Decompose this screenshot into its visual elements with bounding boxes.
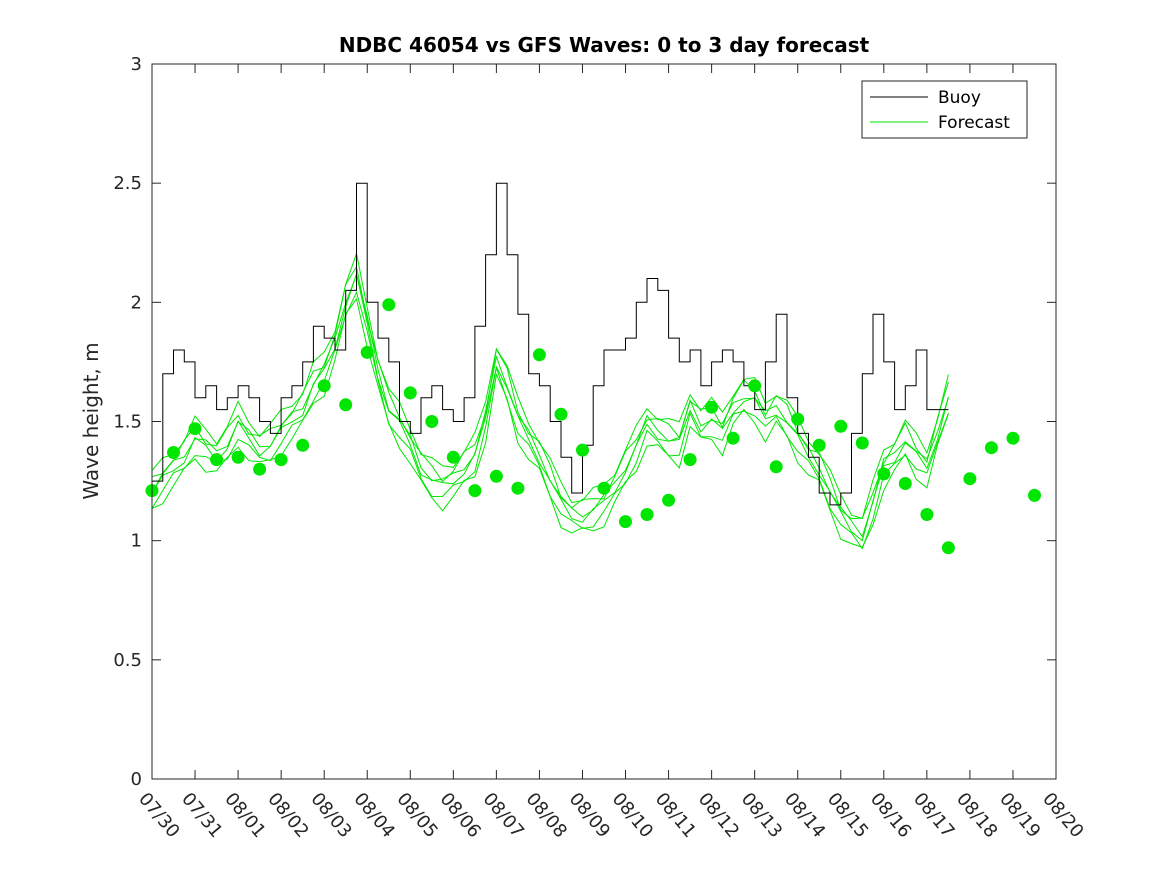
x-tick-label: 08/06 bbox=[436, 789, 485, 842]
buoy-line-group bbox=[152, 182, 949, 506]
forecast-dot bbox=[339, 398, 353, 412]
forecast-dot bbox=[511, 481, 525, 495]
forecast-dot bbox=[576, 443, 589, 457]
legend-box bbox=[861, 80, 1028, 139]
x-tick-label: 08/13 bbox=[737, 789, 786, 842]
chart-title: NDBC 46054 vs GFS Waves: 0 to 3 day fore… bbox=[339, 33, 870, 57]
forecast-dot bbox=[274, 453, 288, 467]
y-tick-label: 1 bbox=[131, 531, 142, 552]
y-tick-label: 0 bbox=[131, 769, 142, 790]
forecast-line-5 bbox=[151, 297, 949, 548]
forecast-dot bbox=[554, 407, 568, 421]
forecast-dots bbox=[145, 298, 1041, 555]
y-axis-label: Wave height, m bbox=[79, 342, 103, 499]
x-tick-label: 08/07 bbox=[479, 789, 528, 842]
forecast-dot bbox=[726, 431, 740, 445]
forecast-dot bbox=[855, 436, 869, 450]
plot-area bbox=[152, 64, 1056, 779]
legend-forecast-label: Forecast bbox=[938, 113, 1010, 133]
forecast-dot bbox=[963, 472, 977, 486]
forecast-line-6 bbox=[151, 273, 949, 538]
forecast-dot bbox=[446, 450, 460, 464]
x-tick-label: 08/05 bbox=[392, 789, 441, 842]
forecast-dot bbox=[920, 508, 934, 521]
forecast-dot bbox=[468, 484, 482, 498]
forecast-dot bbox=[317, 379, 331, 393]
forecast-dot bbox=[619, 515, 632, 529]
x-tick-label: 08/19 bbox=[995, 789, 1044, 842]
forecast-dot bbox=[748, 379, 762, 393]
x-tick-label: 08/02 bbox=[263, 789, 312, 842]
x-tick-label: 08/20 bbox=[1038, 789, 1087, 842]
x-tick-label: 08/16 bbox=[866, 789, 915, 842]
forecast-dot bbox=[360, 345, 374, 359]
forecast-dot bbox=[941, 541, 955, 555]
x-tick-label: 08/03 bbox=[306, 789, 355, 842]
x-tick-label: 07/30 bbox=[134, 789, 183, 842]
forecast-dot bbox=[662, 493, 676, 507]
legend-buoy-label: Buoy bbox=[938, 88, 981, 108]
forecast-dot bbox=[1028, 488, 1041, 502]
y-tick-label: 0.5 bbox=[113, 650, 142, 671]
forecast-dot bbox=[253, 462, 267, 476]
x-tick-label: 08/14 bbox=[780, 789, 829, 842]
forecast-dot bbox=[296, 438, 310, 452]
legend: Buoy Forecast bbox=[861, 80, 1028, 139]
forecast-dot bbox=[705, 400, 719, 414]
forecast-dot bbox=[489, 469, 503, 483]
forecast-dot bbox=[898, 477, 912, 490]
forecast-dot bbox=[532, 348, 546, 362]
forecast-dot bbox=[231, 450, 245, 464]
forecast-dot bbox=[834, 419, 848, 433]
forecast-dot bbox=[167, 446, 180, 459]
buoy-line bbox=[152, 182, 949, 506]
forecast-dot bbox=[425, 415, 439, 428]
x-tick-label: 08/12 bbox=[694, 789, 743, 842]
y-tick-label: 3 bbox=[131, 54, 142, 75]
forecast-lines bbox=[151, 251, 949, 550]
y-ticks: 0 0.5 1 1.5 2 2.5 3 bbox=[113, 54, 1056, 790]
forecast-dot bbox=[188, 422, 202, 436]
x-tick-label: 08/18 bbox=[952, 789, 1001, 842]
x-tick-label: 07/31 bbox=[177, 789, 226, 842]
forecast-dot bbox=[210, 453, 224, 467]
forecast-dot bbox=[597, 481, 611, 495]
forecast-dot bbox=[640, 508, 654, 521]
forecast-dot bbox=[877, 467, 891, 481]
y-tick-label: 1.5 bbox=[113, 412, 142, 433]
x-tick-label: 08/01 bbox=[220, 789, 269, 842]
forecast-dot bbox=[791, 412, 805, 426]
x-tick-label: 08/10 bbox=[608, 789, 657, 842]
forecast-dot bbox=[812, 438, 826, 452]
y-tick-label: 2 bbox=[131, 292, 142, 313]
x-tick-label: 08/15 bbox=[823, 789, 872, 842]
forecast-dot bbox=[769, 460, 783, 474]
x-tick-label: 08/04 bbox=[349, 789, 398, 842]
y-tick-label: 2.5 bbox=[113, 173, 142, 194]
forecast-dot bbox=[683, 453, 697, 467]
x-tick-label: 08/17 bbox=[909, 789, 958, 842]
forecast-dot bbox=[984, 441, 998, 455]
x-tick-label: 08/09 bbox=[565, 789, 614, 842]
forecast-dot bbox=[382, 298, 396, 312]
forecast-dot bbox=[403, 386, 417, 400]
x-tick-label: 08/08 bbox=[522, 789, 571, 842]
forecast-dot bbox=[1006, 431, 1020, 445]
x-tick-label: 08/11 bbox=[651, 789, 700, 842]
